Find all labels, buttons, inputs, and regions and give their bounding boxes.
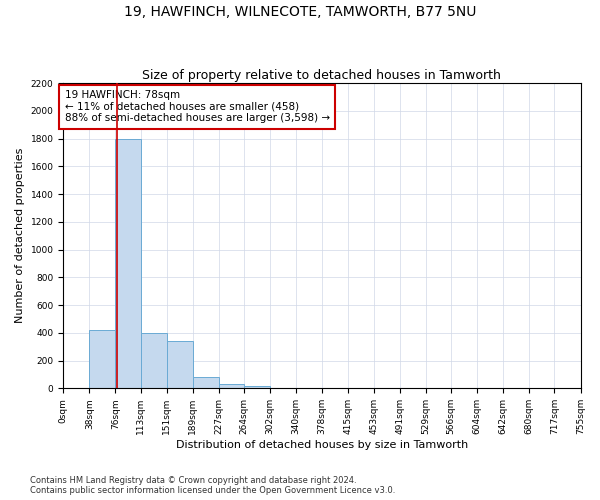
- Text: 19, HAWFINCH, WILNECOTE, TAMWORTH, B77 5NU: 19, HAWFINCH, WILNECOTE, TAMWORTH, B77 5…: [124, 5, 476, 19]
- Bar: [244, 386, 270, 388]
- Text: 19 HAWFINCH: 78sqm
← 11% of detached houses are smaller (458)
88% of semi-detach: 19 HAWFINCH: 78sqm ← 11% of detached hou…: [65, 90, 330, 124]
- Bar: [115, 138, 140, 388]
- Bar: [140, 333, 167, 388]
- X-axis label: Distribution of detached houses by size in Tamworth: Distribution of detached houses by size …: [176, 440, 468, 450]
- Bar: [219, 384, 244, 388]
- Bar: [167, 341, 193, 388]
- Title: Size of property relative to detached houses in Tamworth: Size of property relative to detached ho…: [142, 69, 502, 82]
- Text: Contains HM Land Registry data © Crown copyright and database right 2024.
Contai: Contains HM Land Registry data © Crown c…: [30, 476, 395, 495]
- Bar: [193, 377, 219, 388]
- Y-axis label: Number of detached properties: Number of detached properties: [15, 148, 25, 324]
- Bar: [89, 330, 115, 388]
